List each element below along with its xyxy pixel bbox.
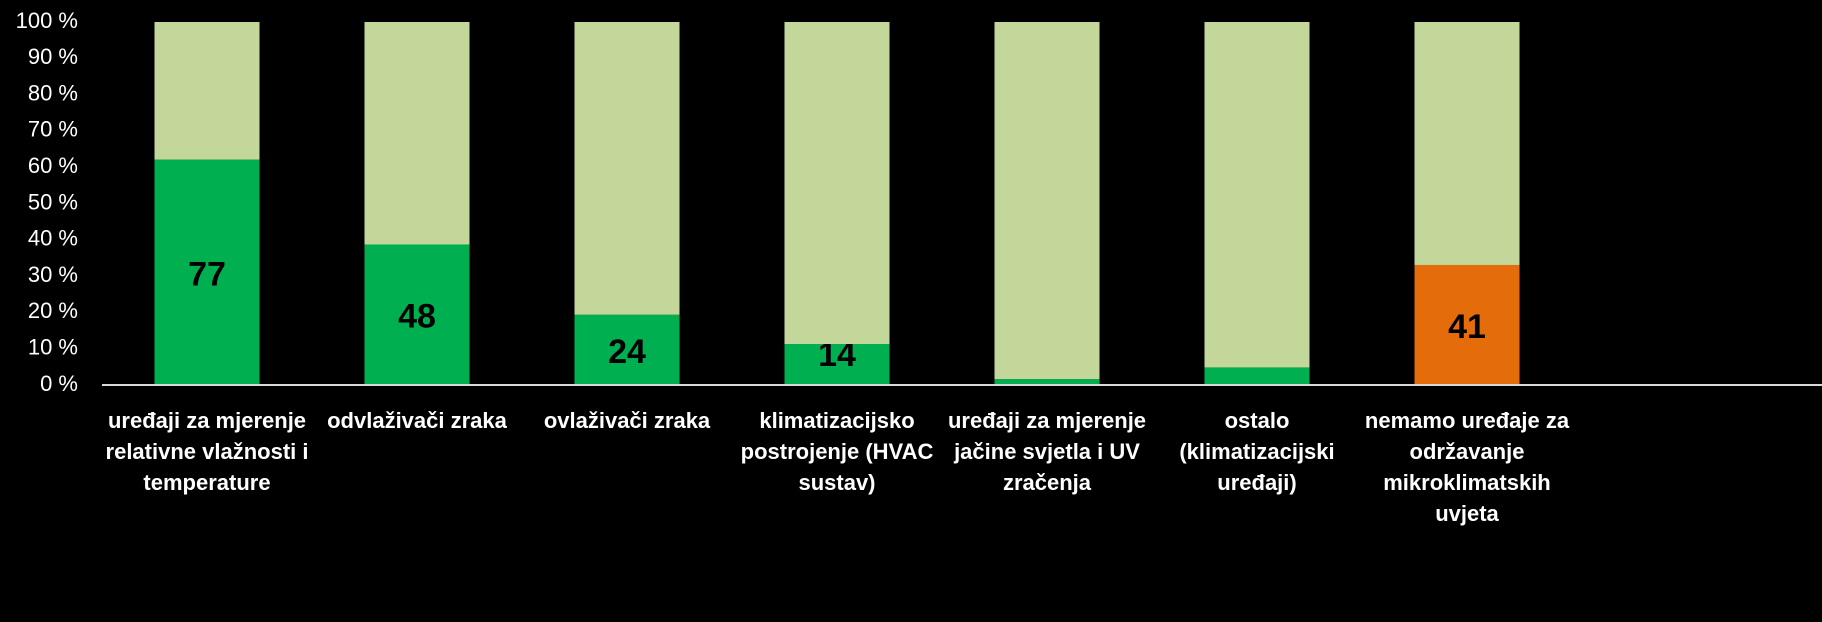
bar-segment [1204, 22, 1310, 368]
bar-segment [1204, 367, 1310, 385]
bar-segment [574, 314, 680, 385]
x-tick-label: klimatizacijsko postrojenje (HVAC sustav… [740, 408, 934, 495]
bar-segment [154, 22, 260, 160]
bar-segment [784, 22, 890, 345]
y-tick-label: 50 % [28, 189, 78, 214]
bar-segment [784, 344, 890, 385]
y-tick-label: 70 % [28, 117, 78, 142]
data-label: 77 [188, 255, 226, 293]
x-tick-label: odvlaživači zraka [327, 408, 507, 433]
x-tick-label: ostalo (klimatizacijski uređaji) [1179, 408, 1335, 495]
data-label: 41 [1448, 308, 1486, 346]
y-tick-label: 60 % [28, 153, 78, 178]
bar-segment [1414, 264, 1520, 385]
bar-segment [364, 244, 470, 385]
data-label: 24 [608, 333, 646, 371]
y-tick-label: 0 % [40, 371, 78, 396]
bar-segment [1414, 22, 1520, 265]
y-tick-label: 80 % [28, 80, 78, 105]
x-tick-label: nemamo uređaje za održavanje mikroklimat… [1364, 408, 1570, 526]
bar-segment [994, 22, 1100, 380]
y-tick-label: 10 % [28, 335, 78, 360]
bar-segment [364, 22, 470, 245]
y-tick-label: 40 % [28, 226, 78, 251]
y-tick-label: 30 % [28, 262, 78, 287]
bar-segment [994, 379, 1100, 385]
y-tick-label: 20 % [28, 298, 78, 323]
y-tick-label: 90 % [28, 44, 78, 69]
y-tick-label: 100 % [16, 8, 78, 33]
x-tick-label: uređaji za mjerenje jačine svjetla i UV … [947, 408, 1147, 495]
bar-segment [574, 22, 680, 315]
x-tick-label: ovlaživači zraka [543, 408, 711, 433]
data-label: 48 [398, 298, 436, 336]
bar-segment [154, 159, 260, 385]
x-tick-label: uređaji za mjerenje relativne vlažnosti … [105, 408, 309, 495]
